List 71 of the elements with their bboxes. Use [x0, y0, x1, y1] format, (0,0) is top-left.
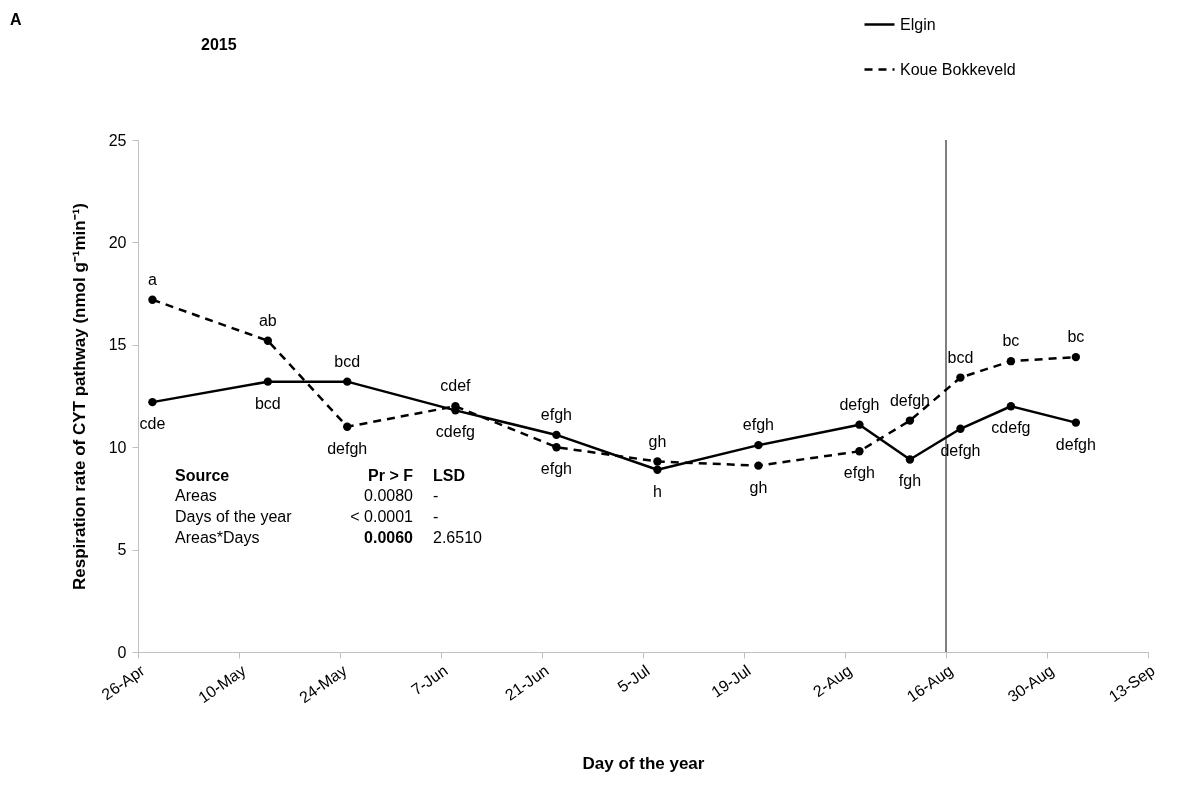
y-tick-label: 25	[108, 131, 127, 149]
point	[956, 373, 965, 382]
point	[1006, 402, 1016, 411]
annotation: 0.0060	[364, 529, 414, 546]
y-tick-label: 10	[108, 438, 127, 456]
x-axis-title: Day of the year	[582, 754, 705, 774]
annotation: -	[433, 487, 439, 504]
annotation: bc	[1002, 332, 1020, 350]
point	[1071, 352, 1081, 362]
annotation: h	[652, 482, 662, 500]
point	[754, 440, 763, 450]
annotation: gh	[749, 478, 768, 496]
annotation: cdefg	[991, 419, 1031, 437]
point	[653, 457, 662, 466]
point	[855, 447, 864, 456]
chart-title: 2015	[201, 36, 237, 53]
annotation: -	[433, 508, 439, 525]
point	[653, 465, 662, 474]
annotation: cde	[139, 415, 166, 433]
point	[552, 443, 561, 452]
point	[263, 336, 273, 345]
annotation: fgh	[898, 472, 922, 490]
annotation: efgh	[540, 405, 572, 423]
annotation: 2.6510	[433, 529, 483, 546]
y-axis-title: Respiration rate of CYT pathway (nmol g⁻¹min⁻¹)	[69, 203, 89, 590]
point	[263, 377, 273, 386]
annotation: defgh	[889, 391, 930, 409]
y-tick-label: 20	[108, 233, 127, 251]
annotation: gh	[648, 432, 667, 450]
annotation: Pr > F	[368, 467, 414, 484]
point	[905, 455, 915, 464]
annotation: 0.0080	[364, 487, 414, 504]
point	[1071, 418, 1081, 427]
annotation: defgh	[940, 441, 981, 459]
annotation: efgh	[540, 460, 572, 478]
annotation: Days of the year	[175, 508, 293, 525]
x-tick-label: 7-Jun	[408, 661, 451, 699]
y-tick-label: 5	[117, 541, 127, 559]
annotation: efgh	[843, 464, 875, 482]
y-tick-label: 0	[117, 643, 127, 661]
point	[855, 420, 864, 429]
point	[148, 397, 157, 407]
point	[148, 295, 157, 304]
annotation: ab	[258, 311, 277, 329]
annotation: a	[147, 270, 157, 288]
y-tick-label: 15	[108, 336, 127, 354]
annotation: defgh	[1055, 435, 1096, 453]
annotation: Areas*Days	[175, 529, 260, 546]
legend-label: Koue Bokkeveld	[900, 60, 1016, 78]
point	[552, 430, 561, 440]
point	[754, 461, 763, 470]
point	[905, 416, 915, 425]
annotation: bcd	[947, 348, 974, 366]
annotation: bcd	[254, 394, 281, 412]
annotation: LSD	[433, 467, 465, 484]
annotation: defgh	[839, 395, 880, 413]
point	[1006, 357, 1016, 366]
annotation: < 0.0001	[350, 508, 414, 525]
annotation: bc	[1067, 328, 1085, 346]
annotation: cdefg	[435, 423, 475, 441]
point	[956, 424, 965, 433]
annotation: bcd	[334, 352, 361, 370]
annotation: Areas	[175, 487, 217, 504]
annotation: efgh	[742, 416, 774, 434]
point	[343, 377, 352, 386]
annotation: Source	[175, 467, 230, 484]
legend-label: Elgin	[900, 15, 936, 33]
text: A	[10, 11, 22, 28]
annotation: defgh	[327, 439, 368, 457]
point	[343, 422, 352, 431]
annotation: cdef	[440, 377, 472, 395]
